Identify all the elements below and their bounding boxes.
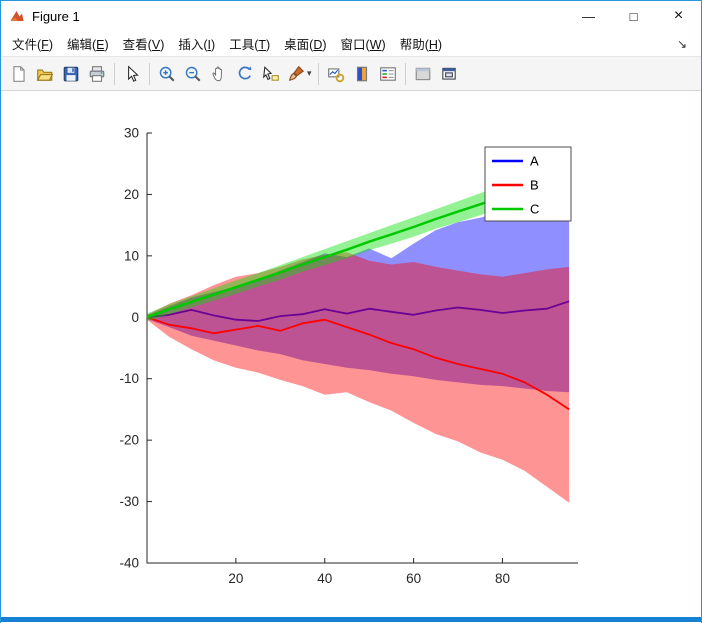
hide-plot-tools-icon [414, 65, 432, 83]
pan-icon [210, 65, 228, 83]
open-file-button[interactable] [32, 61, 58, 87]
zoom-in-icon [158, 65, 176, 83]
figure-client-area: -40 -30 -20 -10 0 10 20 30 20 40 60 80 A B C [1, 103, 701, 623]
close-button[interactable]: × [673, 7, 684, 24]
x-tick-label: 80 [495, 571, 510, 586]
brush-dropdown-icon[interactable]: ▾ [307, 68, 312, 78]
toolbar-separator [317, 62, 319, 85]
print-figure-icon [88, 65, 106, 83]
band-A [147, 211, 570, 393]
zoom-out-button[interactable] [180, 61, 206, 87]
line-B [146, 316, 570, 411]
legend-label-B: B [530, 178, 539, 193]
y-tick-label: -30 [119, 494, 139, 509]
x-tick-label: 40 [317, 571, 332, 586]
title-bar[interactable]: Figure 1 — □ × [1, 1, 701, 31]
menu-item-6[interactable]: 桌面(D) [284, 38, 327, 52]
brush-icon [288, 65, 306, 83]
y-tick-label: -20 [119, 433, 139, 448]
menu-item-1[interactable]: 文件(F) [12, 38, 53, 52]
toolbar: ▾ [1, 56, 701, 91]
zoom-out-icon [184, 65, 202, 83]
pan-button[interactable] [206, 61, 232, 87]
y-tick-label: 10 [124, 248, 139, 263]
save-figure-button[interactable] [58, 61, 84, 87]
menu-item-4[interactable]: 插入(I) [178, 38, 216, 52]
new-figure-icon [10, 65, 28, 83]
dock-figure-button[interactable] [436, 61, 462, 87]
menu-item-8[interactable]: 帮助(H) [399, 38, 443, 52]
menu-bar: 文件(F) 编辑(E) 查看(V) 插入(I) 工具(T) 桌面(D) 窗口(W) 帮助(H)… [1, 31, 701, 56]
link-plot-button[interactable] [323, 61, 349, 87]
y-tick-label: -10 [119, 371, 139, 386]
menu-item-5[interactable]: 工具(T) [229, 38, 271, 52]
zoom-in-button[interactable] [154, 61, 180, 87]
edit-plot-icon [123, 65, 141, 83]
matlab-figure-icon [9, 8, 25, 24]
legend[interactable]: ABC [484, 146, 572, 222]
new-figure-button[interactable] [6, 61, 32, 87]
open-file-icon [36, 65, 54, 83]
link-plot-icon [327, 65, 345, 83]
edit-plot-button[interactable] [119, 61, 145, 87]
menu-item-7[interactable]: 窗口(W) [340, 38, 386, 52]
maximize-button[interactable]: □ [629, 8, 638, 24]
insert-legend-icon [379, 65, 397, 83]
y-tick-label: -40 [119, 556, 139, 571]
window-controls: — □ × [566, 1, 701, 31]
menu-item-3[interactable]: 查看(V) [122, 38, 165, 52]
save-figure-icon [62, 65, 80, 83]
rotate-3d-button[interactable] [232, 61, 258, 87]
minimize-button[interactable]: — [582, 8, 595, 24]
y-tick-label: 30 [124, 126, 139, 141]
insert-colorbar-icon [353, 65, 371, 83]
x-tick-label: 60 [406, 571, 421, 586]
band-B [147, 252, 570, 503]
legend-label-A: A [530, 154, 539, 169]
toolbar-separator [114, 62, 115, 85]
rotate-3d-icon [236, 65, 254, 83]
insert-legend-button[interactable] [375, 61, 401, 87]
hide-plot-tools-button[interactable] [410, 61, 436, 87]
window-title: Figure 1 [32, 8, 80, 24]
line-A [146, 300, 570, 322]
y-tick-label: 0 [131, 310, 139, 325]
window-border-bottom [1, 617, 701, 622]
print-figure-button[interactable] [84, 61, 110, 87]
chart-canvas[interactable]: -40 -30 -20 -10 0 10 20 30 20 40 60 80 ABC [5, 103, 695, 615]
legend-label-C: C [530, 202, 539, 217]
brush-button[interactable] [284, 61, 310, 87]
dock-figure-icon [440, 65, 458, 83]
toolbar-separator [404, 62, 406, 85]
dock-figure-arrow-icon[interactable]: ↘ [676, 36, 687, 51]
data-cursor-button[interactable] [258, 61, 284, 87]
insert-colorbar-button[interactable] [349, 61, 375, 87]
toolbar-separator [149, 62, 150, 85]
data-cursor-icon [262, 65, 280, 83]
x-tick-label: 20 [228, 571, 243, 586]
y-tick-label: 20 [124, 187, 139, 202]
menu-item-2[interactable]: 编辑(E) [66, 38, 109, 52]
